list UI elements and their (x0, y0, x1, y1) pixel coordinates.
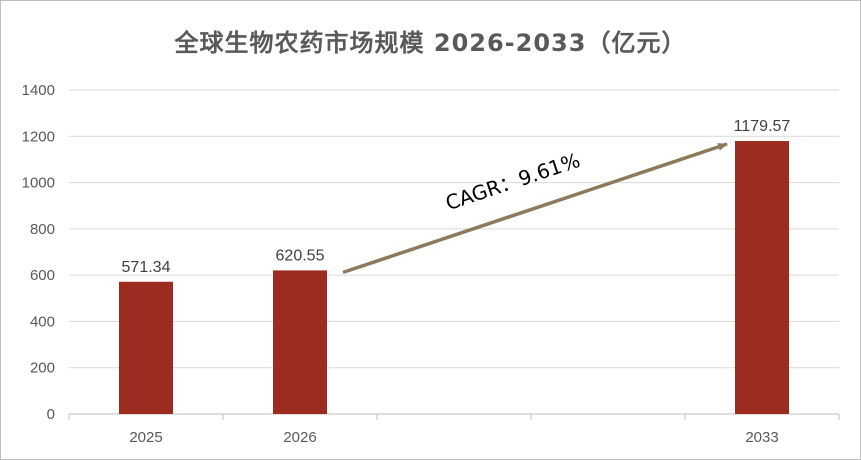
axes (68, 413, 840, 420)
y-tick-label: 800 (30, 221, 55, 238)
data-label-2025: 571.34 (122, 259, 171, 276)
cagr-label: CAGR：9.61% (442, 148, 583, 215)
x-tick-label: 2025 (129, 429, 162, 446)
data-label-2033: 1179.57 (734, 118, 791, 135)
y-tick-label: 0 (47, 406, 55, 423)
chart-title: 全球生物农药市场规模 2026-2033（亿元） (174, 29, 687, 57)
y-tick-label: 400 (30, 313, 55, 330)
x-tick-label: 2026 (283, 429, 316, 446)
cagr-annotation: CAGR：9.61% (342, 142, 728, 275)
bar-2025 (119, 281, 173, 414)
data-label-2026: 620.55 (276, 247, 325, 264)
y-tick-label: 1200 (22, 128, 55, 145)
labels: 0 200 400 600 800 1000 1200 1400 2025 571.34 2026 6… (22, 82, 791, 446)
bar-2026 (273, 270, 327, 414)
y-tick-label: 200 (30, 360, 55, 377)
y-tick-label: 600 (30, 267, 55, 284)
grid-lines (69, 89, 839, 369)
bar-2033 (735, 141, 789, 414)
y-tick-label: 1400 (22, 82, 55, 99)
bars (119, 141, 789, 414)
cagr-arrow (342, 142, 728, 275)
x-tick-label: 2033 (745, 429, 778, 446)
y-tick-label: 1000 (22, 175, 55, 192)
